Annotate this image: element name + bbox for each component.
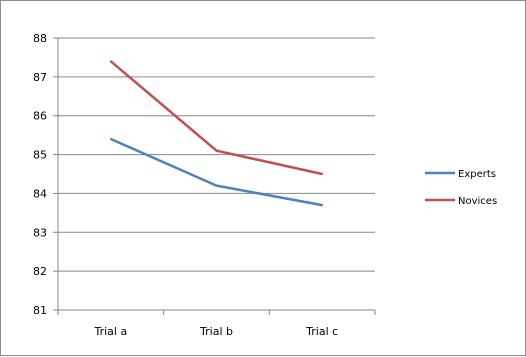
legend-label: Novices	[458, 196, 497, 207]
y-tick-label: 82	[33, 265, 47, 278]
axes	[53, 37, 376, 315]
y-tick-label: 88	[33, 32, 47, 45]
y-tick-label: 83	[33, 226, 47, 239]
legend: Experts Novices	[425, 169, 497, 207]
data-point-experts	[321, 204, 324, 207]
series-line-novices	[110, 60, 323, 176]
y-tick-label: 84	[33, 187, 47, 200]
series-lines	[109, 60, 324, 207]
legend-label: Experts	[458, 169, 496, 180]
gridlines	[58, 37, 375, 272]
data-point-novices	[215, 149, 218, 152]
x-tick-labels: Trial a Trial b Trial c	[93, 325, 338, 338]
x-tick-label: Trial a	[93, 325, 127, 338]
data-point-experts	[109, 138, 112, 141]
data-point-novices	[321, 173, 324, 175]
y-tick-label: 87	[33, 71, 47, 84]
x-tick-label: Trial c	[305, 325, 338, 338]
data-point-novices	[109, 60, 112, 63]
y-tick-labels: 88 87 86 85 84 83 82 81	[33, 32, 47, 317]
x-tick-label: Trial b	[199, 325, 233, 338]
y-tick-label: 86	[33, 110, 47, 123]
y-tick-label: 81	[33, 304, 47, 317]
series-line-experts	[110, 137, 323, 207]
y-tick-label: 85	[33, 149, 47, 162]
data-point-experts	[215, 184, 218, 187]
